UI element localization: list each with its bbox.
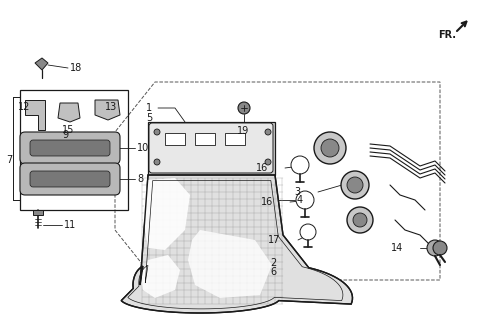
Text: 9: 9	[62, 130, 68, 140]
Text: 2: 2	[270, 258, 276, 268]
Circle shape	[347, 177, 363, 193]
Circle shape	[314, 132, 346, 164]
Circle shape	[427, 240, 443, 256]
Polygon shape	[143, 178, 190, 250]
Text: FR.: FR.	[438, 30, 456, 40]
Circle shape	[265, 159, 271, 165]
FancyBboxPatch shape	[149, 123, 273, 173]
Text: 10: 10	[137, 143, 149, 153]
Bar	[195, 133, 215, 145]
Circle shape	[291, 156, 309, 174]
Text: 6: 6	[270, 267, 276, 277]
Text: 16: 16	[256, 163, 268, 173]
Circle shape	[341, 171, 369, 199]
Circle shape	[154, 129, 160, 135]
Polygon shape	[25, 100, 45, 130]
Text: 12: 12	[18, 102, 30, 112]
Polygon shape	[95, 100, 120, 120]
Circle shape	[265, 129, 271, 135]
Text: 3: 3	[294, 187, 300, 197]
FancyBboxPatch shape	[20, 132, 120, 164]
Text: 5: 5	[146, 113, 152, 123]
Circle shape	[300, 224, 316, 240]
Text: 8: 8	[137, 174, 143, 184]
Polygon shape	[148, 122, 275, 175]
Text: 18: 18	[70, 63, 82, 73]
Circle shape	[433, 241, 447, 255]
Circle shape	[154, 159, 160, 165]
Text: 11: 11	[64, 220, 76, 230]
Text: 14: 14	[391, 243, 403, 253]
Text: 4: 4	[297, 195, 303, 205]
FancyBboxPatch shape	[20, 163, 120, 195]
Circle shape	[296, 191, 314, 209]
Polygon shape	[35, 58, 48, 70]
Polygon shape	[188, 230, 272, 298]
Bar	[165, 133, 185, 145]
Circle shape	[353, 213, 367, 227]
Polygon shape	[33, 210, 43, 215]
Text: 13: 13	[105, 102, 117, 112]
Polygon shape	[121, 175, 353, 313]
Text: 16: 16	[261, 197, 273, 207]
Text: 15: 15	[62, 125, 75, 135]
Text: 17: 17	[268, 235, 280, 245]
Circle shape	[238, 102, 250, 114]
FancyBboxPatch shape	[30, 140, 110, 156]
Circle shape	[321, 139, 339, 157]
FancyBboxPatch shape	[30, 171, 110, 187]
Text: 7: 7	[6, 155, 12, 165]
Circle shape	[347, 207, 373, 233]
Text: 19: 19	[237, 126, 249, 136]
Text: 1: 1	[146, 103, 152, 113]
Polygon shape	[141, 255, 180, 298]
Polygon shape	[58, 103, 80, 122]
Bar	[225, 133, 245, 145]
